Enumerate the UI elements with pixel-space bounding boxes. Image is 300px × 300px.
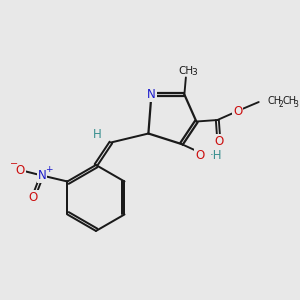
Text: CH: CH bbox=[178, 66, 194, 76]
Text: O: O bbox=[29, 190, 38, 204]
Text: N: N bbox=[147, 88, 156, 101]
Text: CH: CH bbox=[268, 95, 282, 106]
Text: +: + bbox=[45, 165, 52, 174]
Text: O: O bbox=[233, 104, 242, 118]
Text: N: N bbox=[38, 169, 46, 182]
Text: −: − bbox=[10, 159, 18, 169]
Text: 3: 3 bbox=[293, 100, 298, 109]
Text: 2: 2 bbox=[278, 100, 283, 109]
Text: CH: CH bbox=[283, 95, 297, 106]
Text: 3: 3 bbox=[191, 68, 197, 77]
Text: O: O bbox=[16, 164, 25, 177]
Text: H: H bbox=[93, 128, 102, 141]
Text: O: O bbox=[214, 134, 224, 148]
Text: ·H: ·H bbox=[210, 149, 222, 163]
Text: O: O bbox=[195, 149, 205, 162]
